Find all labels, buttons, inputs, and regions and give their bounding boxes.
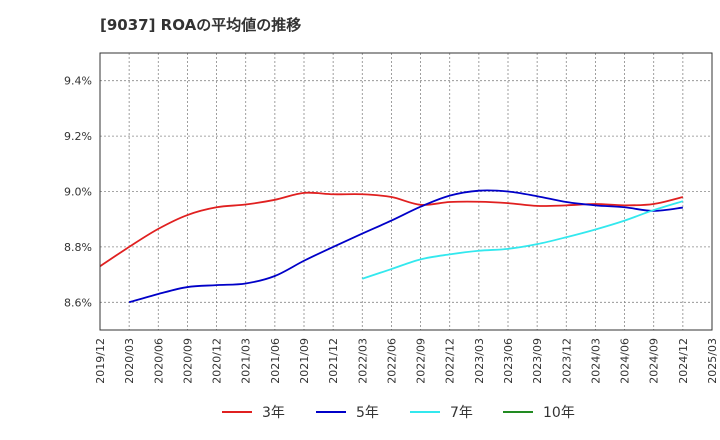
x-axis-labels: 2019/12 2020/03 2020/06 2020/09 2020/12 2021/… bbox=[94, 338, 719, 384]
grid-lines bbox=[99, 53, 713, 330]
x-tick-label: 2021/09 bbox=[298, 338, 311, 384]
y-tick-label: 8.6% bbox=[64, 296, 92, 309]
x-tick-label: 2022/03 bbox=[356, 338, 369, 384]
legend-label-2: 5年 bbox=[356, 405, 379, 421]
x-tick-label: 2024/03 bbox=[589, 338, 602, 384]
x-tick-label: 2020/09 bbox=[181, 338, 194, 384]
legend-label-4: 10年 bbox=[543, 405, 575, 421]
plot-frame bbox=[99, 52, 713, 331]
legend-label-3: 7年 bbox=[450, 405, 473, 421]
x-tick-label: 2020/06 bbox=[152, 338, 165, 384]
x-tick-label: 2024/06 bbox=[619, 338, 632, 384]
y-tick-label: 9.4% bbox=[64, 75, 92, 88]
y-axis-labels: 8.6% 8.8% 9.0% 9.2% 9.4% bbox=[64, 75, 92, 310]
x-tick-label: 2019/12 bbox=[94, 338, 107, 384]
y-tick-label: 9.0% bbox=[64, 186, 92, 199]
x-tick-label: 2023/06 bbox=[502, 338, 515, 384]
x-tick-label: 2025/03 bbox=[706, 338, 719, 384]
y-tick-label: 9.2% bbox=[64, 130, 92, 143]
y-tick-label: 8.8% bbox=[64, 241, 92, 254]
legend: 3年 5年 7年 10年 bbox=[222, 405, 575, 421]
x-tick-label: 2020/12 bbox=[211, 338, 224, 384]
x-tick-label: 2024/09 bbox=[648, 338, 661, 384]
series-lines bbox=[99, 189, 684, 304]
x-tick-label: 2023/03 bbox=[473, 338, 486, 384]
x-tick-label: 2024/12 bbox=[677, 338, 690, 384]
x-tick-label: 2021/03 bbox=[240, 338, 253, 384]
x-tick-label: 2023/12 bbox=[560, 338, 573, 384]
legend-label-1: 3年 bbox=[262, 405, 285, 421]
chart-title: [9037] ROAの平均値の推移 bbox=[100, 16, 301, 34]
x-tick-label: 2021/12 bbox=[327, 338, 340, 384]
x-tick-label: 2022/09 bbox=[415, 338, 428, 384]
series-line-2 bbox=[128, 189, 683, 304]
x-tick-label: 2023/09 bbox=[531, 338, 544, 384]
x-tick-label: 2022/12 bbox=[444, 338, 457, 384]
series-line-3 bbox=[362, 200, 684, 280]
x-tick-label: 2020/03 bbox=[123, 338, 136, 384]
x-tick-label: 2022/06 bbox=[385, 338, 398, 384]
x-tick-label: 2021/06 bbox=[269, 338, 282, 384]
